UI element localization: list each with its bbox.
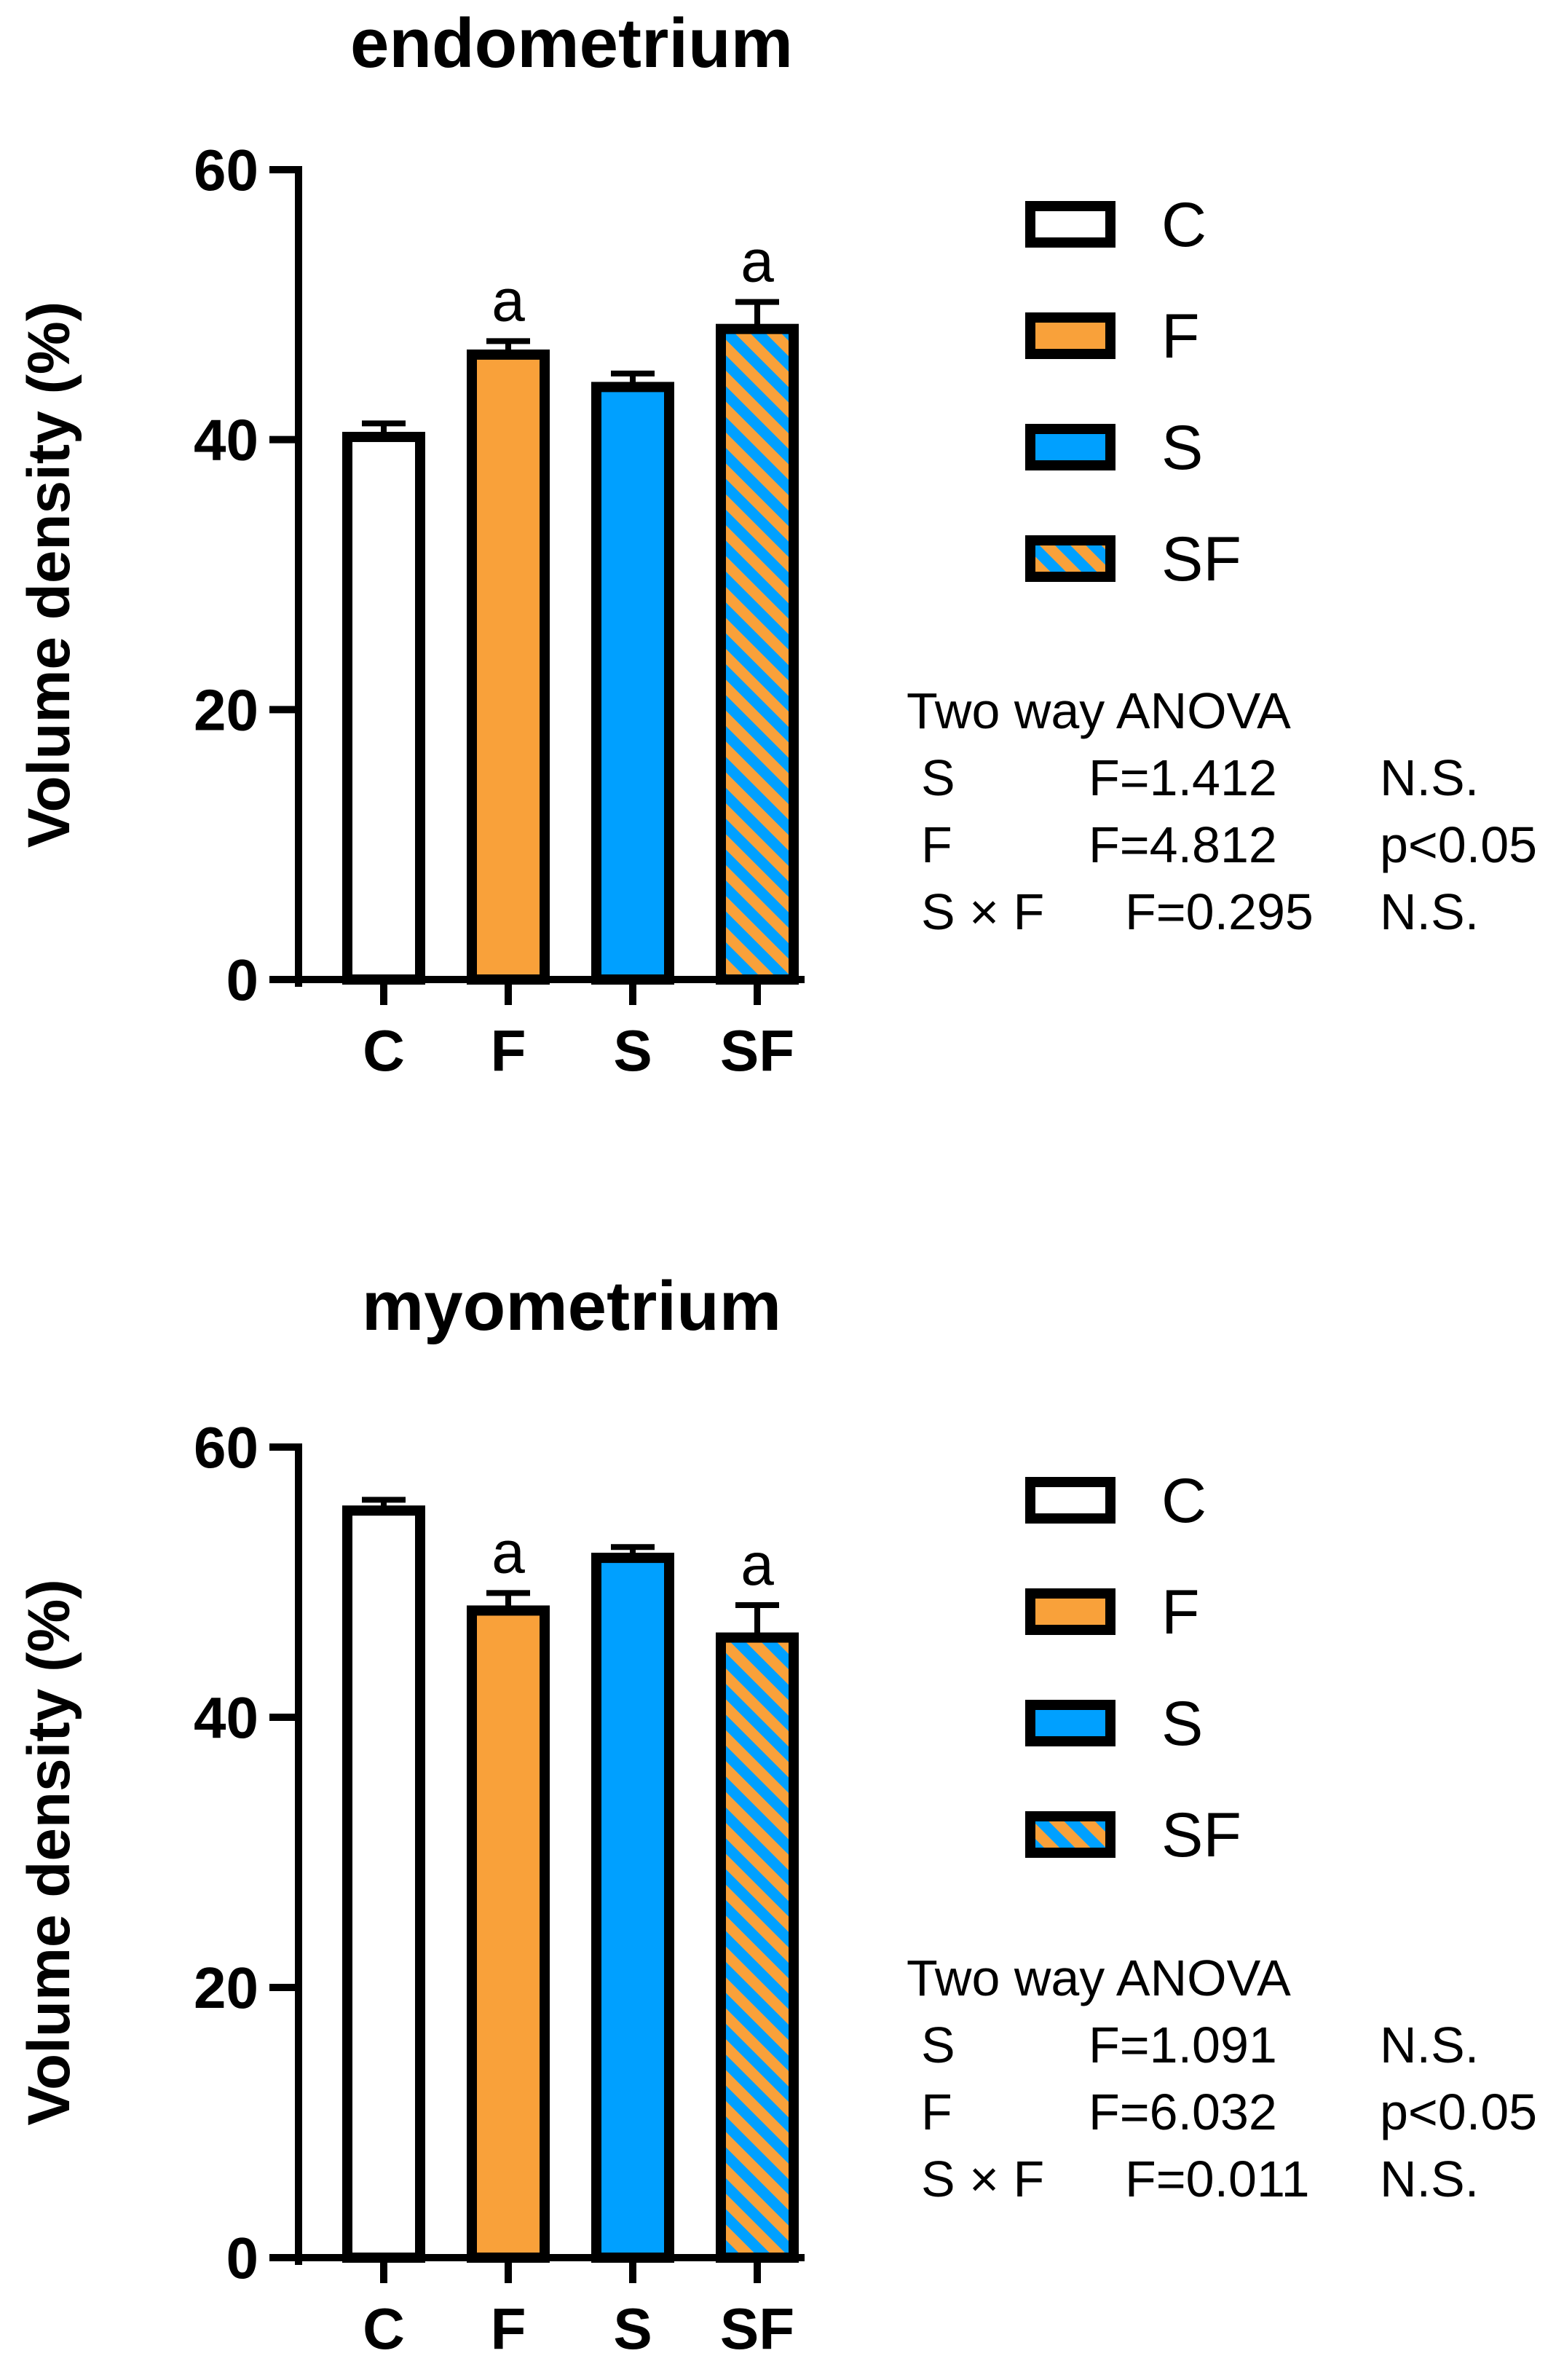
anova-significance-1: p<0.05 — [1380, 2084, 1537, 2140]
anova-factor-2: S × F — [921, 2151, 1044, 2207]
anova-significance-0: N.S. — [1380, 2017, 1479, 2073]
significance-label-F: a — [491, 267, 525, 334]
legend-label-S: S — [1161, 1689, 1203, 1759]
anova-factor-1: F — [921, 816, 952, 873]
y-axis-label: Volume density (%) — [16, 1579, 82, 2125]
bar-SF — [716, 323, 799, 985]
significance-label-F: a — [491, 1519, 525, 1585]
y-tick-label-40: 40 — [194, 408, 258, 473]
legend-swatch-C — [1025, 201, 1115, 248]
x-tick-label-S: S — [613, 2296, 652, 2361]
x-tick-label-C: C — [363, 1018, 405, 1083]
anova-title: Two way ANOVA — [907, 1950, 1291, 2006]
significance-label-SF: a — [741, 229, 774, 295]
y-tick-label-0: 0 — [226, 2226, 259, 2290]
legend-label-SF: SF — [1161, 524, 1241, 594]
legend-label-SF: SF — [1161, 1800, 1241, 1870]
y-tick-label-40: 40 — [194, 1685, 258, 1750]
anova-stat-1: F=4.812 — [1089, 816, 1277, 873]
anova-stat-2: F=0.011 — [1125, 2151, 1310, 2207]
legend-swatch-S — [1025, 424, 1115, 470]
anova-stat-2: F=0.295 — [1125, 883, 1314, 940]
x-tick-label-SF: SF — [720, 1018, 794, 1083]
bar-S — [591, 1553, 674, 2263]
legend-swatch-F — [1025, 312, 1115, 359]
legend-label-F: F — [1161, 302, 1200, 371]
legend-label-C: C — [1161, 190, 1207, 260]
y-tick-label-60: 60 — [194, 138, 258, 202]
anova-factor-2: S × F — [921, 883, 1044, 940]
anova-title: Two way ANOVA — [907, 682, 1291, 739]
x-tick-label-F: F — [491, 2296, 526, 2361]
x-tick-label-F: F — [491, 1018, 526, 1083]
legend-swatch-C — [1025, 1477, 1115, 1524]
anova-factor-1: F — [921, 2084, 952, 2140]
legend-label-S: S — [1161, 413, 1203, 483]
legend-label-C: C — [1161, 1466, 1207, 1536]
x-tick-label-S: S — [613, 1018, 652, 1083]
chart-title: endometrium — [350, 4, 793, 82]
anova-stat-0: F=1.412 — [1089, 749, 1277, 806]
y-axis-label: Volume density (%) — [16, 302, 82, 848]
anova-factor-0: S — [921, 2017, 955, 2073]
chart-title: myometrium — [362, 1267, 781, 1345]
legend-swatch-F — [1025, 1588, 1115, 1635]
bar-SF — [716, 1632, 799, 2263]
anova-factor-0: S — [921, 749, 955, 806]
y-tick-label-20: 20 — [194, 1955, 258, 2020]
bar-F — [467, 349, 550, 985]
anova-significance-1: p<0.05 — [1380, 816, 1537, 873]
y-tick-label-0: 0 — [226, 947, 259, 1012]
legend-swatch-SF — [1025, 535, 1115, 582]
bar-C — [342, 1505, 425, 2263]
y-tick-label-20: 20 — [194, 677, 258, 742]
x-tick-label-C: C — [363, 2296, 405, 2361]
legend-swatch-S — [1025, 1700, 1115, 1746]
anova-stat-0: F=1.091 — [1089, 2017, 1277, 2073]
bar-C — [342, 431, 425, 985]
y-tick-label-60: 60 — [194, 1415, 258, 1480]
anova-stat-1: F=6.032 — [1089, 2084, 1277, 2140]
legend-swatch-SF — [1025, 1811, 1115, 1858]
bar-S — [591, 382, 674, 985]
significance-label-SF: a — [741, 1532, 774, 1598]
x-tick-label-SF: SF — [720, 2296, 794, 2361]
anova-significance-2: N.S. — [1380, 883, 1479, 940]
legend-label-F: F — [1161, 1577, 1200, 1647]
anova-significance-0: N.S. — [1380, 749, 1479, 806]
anova-significance-2: N.S. — [1380, 2151, 1479, 2207]
bar-F — [467, 1605, 550, 2263]
